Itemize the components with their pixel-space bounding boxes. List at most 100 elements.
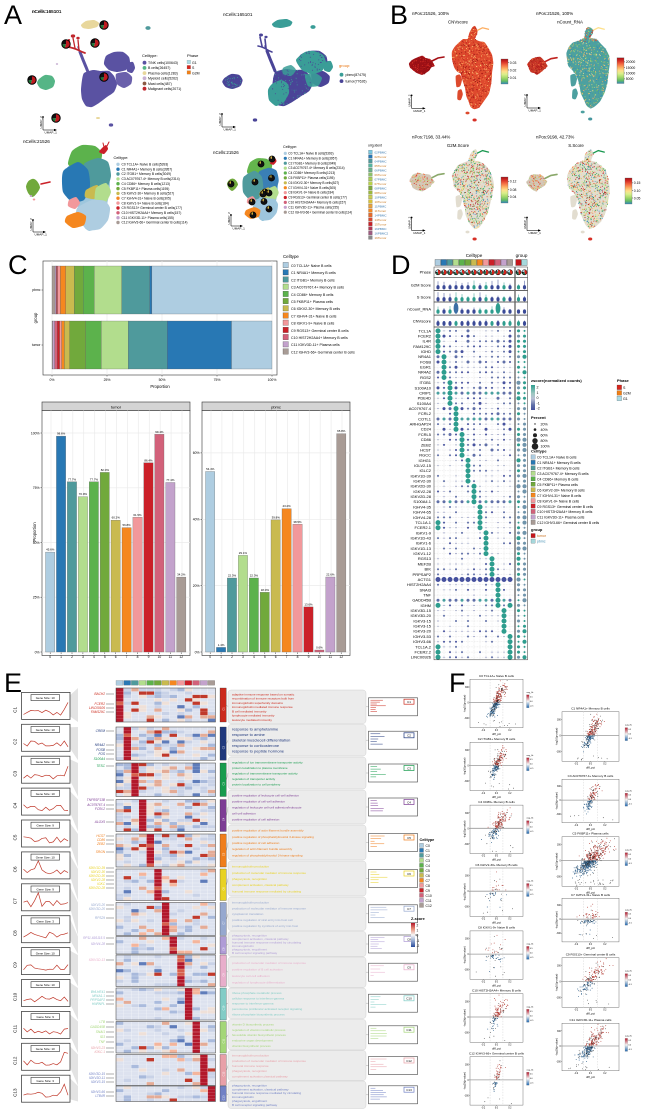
svg-text:-log10(p-value): -log10(p-value) bbox=[555, 853, 559, 871]
svg-text:C6: C6 bbox=[407, 872, 411, 876]
svg-text:-log10(p-value): -log10(p-value) bbox=[463, 758, 467, 776]
svg-text:UMAP_1: UMAP_1 bbox=[45, 131, 58, 135]
svg-text:Gene Size: 10: Gene Size: 10 bbox=[36, 856, 55, 860]
svg-text:UMAP_1: UMAP_1 bbox=[529, 231, 542, 235]
svg-text:C6 IGKV2-30+ Memory B cells: C6 IGKV2-30+ Memory B cells bbox=[537, 488, 585, 492]
svg-text:77.7%: 77.7% bbox=[90, 477, 99, 481]
svg-text:CNVscore: CNVscore bbox=[448, 20, 469, 25]
svg-text:07PBMC: 07PBMC bbox=[375, 178, 388, 182]
svg-text:0.02: 0.02 bbox=[510, 68, 517, 72]
svg-text:C4: C4 bbox=[426, 864, 430, 868]
svg-text:ZEB2: ZEB2 bbox=[96, 842, 105, 846]
svg-text:ID3: ID3 bbox=[100, 1035, 105, 1039]
svg-text:75%: 75% bbox=[33, 486, 40, 490]
svg-text:C1: C1 bbox=[426, 849, 430, 853]
svg-text:avg_lfc: avg_lfc bbox=[527, 818, 535, 820]
svg-text:diff_pct: diff_pct bbox=[586, 766, 595, 770]
svg-text:SRGN: SRGN bbox=[96, 850, 106, 854]
svg-text:C6: C6 bbox=[222, 887, 226, 891]
svg-text:protein localization to cell p: protein localization to cell periphery bbox=[232, 783, 281, 787]
svg-text:0.03: 0.03 bbox=[510, 61, 517, 65]
svg-text:G2M: G2M bbox=[623, 391, 631, 395]
svg-text:Celltype:: Celltype: bbox=[283, 145, 297, 149]
svg-text:B cells(26457): B cells(26457) bbox=[148, 66, 170, 70]
svg-text:10PBMC: 10PBMC bbox=[375, 196, 388, 200]
svg-text:T/NK cells(100643): T/NK cells(100643) bbox=[148, 61, 178, 65]
svg-text:1: 1 bbox=[220, 655, 222, 659]
svg-text:C0 TCL1A+ Naive B cells: C0 TCL1A+ Naive B cells bbox=[291, 264, 332, 268]
svg-text:C9 RGS13+ Germinal center B ce: C9 RGS13+ Germinal center B cells bbox=[291, 329, 349, 333]
svg-text:peroxisome proliferator activa: peroxisome proliferator activated recept… bbox=[232, 1007, 302, 1011]
svg-text:Plasma cells(1283): Plasma cells(1283) bbox=[148, 71, 178, 75]
svg-text:Gene Size: 9: Gene Size: 9 bbox=[37, 824, 55, 828]
svg-text:phagocytosis, recognition: phagocytosis, recognition bbox=[232, 1069, 267, 1073]
svg-text:C11 IGKV3D-11+ Plasma cells: C11 IGKV3D-11+ Plasma cells bbox=[291, 343, 340, 347]
svg-text:E: E bbox=[4, 668, 22, 698]
svg-text:C7: C7 bbox=[407, 907, 411, 911]
svg-text:1: 1 bbox=[60, 655, 62, 659]
svg-text:C12 IGHV3-66+ Germinal center: C12 IGHV3-66+ Germinal center B cells bbox=[291, 350, 355, 354]
svg-text:C6 IGKV2-30+ Memory B cells: C6 IGKV2-30+ Memory B cells bbox=[475, 863, 518, 867]
svg-text:Gene Size: 10: Gene Size: 10 bbox=[36, 951, 55, 955]
svg-text:positive regulation of cell ad: positive regulation of cell adhesion bbox=[232, 841, 280, 845]
svg-text:1.4%: 1.4% bbox=[218, 643, 225, 647]
svg-text:-300: -300 bbox=[556, 1061, 561, 1063]
svg-text:-300: -300 bbox=[464, 844, 469, 846]
svg-text:TNF: TNF bbox=[99, 1040, 106, 1044]
svg-text:C4 CD86+ Memory B cells: C4 CD86+ Memory B cells bbox=[291, 293, 334, 297]
svg-text:C4 CD86+ Memory B cells: C4 CD86+ Memory B cells bbox=[478, 800, 515, 804]
svg-text:-log10(p-value): -log10(p-value) bbox=[463, 1072, 467, 1090]
svg-text:group: group bbox=[531, 527, 543, 532]
svg-text:0: 0 bbox=[209, 655, 211, 659]
svg-text:C10 HIST2H2AA4+ Memory B cells: C10 HIST2H2AA4+ Memory B cells(157) bbox=[288, 201, 346, 205]
svg-text:diff_pct: diff_pct bbox=[492, 732, 501, 736]
svg-text:C2 ITGB1+ Memory B cells: C2 ITGB1+ Memory B cells bbox=[291, 278, 335, 282]
svg-text:10: 10 bbox=[158, 655, 162, 659]
svg-text:22.6%: 22.6% bbox=[326, 573, 335, 577]
svg-text:diff_pct: diff_pct bbox=[586, 1012, 595, 1016]
svg-text:LTB4R: LTB4R bbox=[95, 1094, 105, 1098]
svg-text:C3 AC079767.4+ Memory B cells: C3 AC079767.4+ Memory B cells bbox=[291, 286, 344, 290]
svg-text:production of molecular mediat: production of molecular mediator of immu… bbox=[232, 871, 306, 875]
svg-text:C2: C2 bbox=[407, 734, 411, 738]
svg-text:40%: 40% bbox=[541, 428, 549, 432]
svg-text:G2M: G2M bbox=[192, 71, 200, 75]
svg-text:C0 TCL1A+ Naive B cells(5393): C0 TCL1A+ Naive B cells(5393) bbox=[122, 163, 169, 167]
svg-text:C3: C3 bbox=[426, 859, 430, 863]
svg-text:UMAP_1: UMAP_1 bbox=[233, 227, 246, 231]
svg-text:C10 HIST2H2AA4+ Memory B cells: C10 HIST2H2AA4+ Memory B cells(157) bbox=[122, 211, 182, 215]
svg-text:group:: group: bbox=[339, 63, 350, 68]
svg-text:cellular response to interfero: cellular response to interferon-gamma bbox=[232, 996, 284, 1000]
svg-text:orig.ident: orig.ident bbox=[368, 144, 382, 148]
svg-text:nPos:7198, 33.44%: nPos:7198, 33.44% bbox=[412, 135, 450, 140]
svg-text:39.8%: 39.8% bbox=[272, 515, 281, 519]
svg-text:B cell receptor signaling path: B cell receptor signaling pathway bbox=[232, 951, 278, 955]
svg-text:C2 ITGB1+ Memory B cells(3049): C2 ITGB1+ Memory B cells(3049) bbox=[288, 161, 336, 165]
svg-text:-log10(p-value): -log10(p-value) bbox=[463, 883, 467, 901]
svg-text:54.4%: 54.4% bbox=[206, 467, 215, 471]
svg-text:C8 IGKV1-9+ Naive B cells(184): C8 IGKV1-9+ Naive B cells(184) bbox=[288, 191, 334, 195]
svg-text:02PBMC: 02PBMC bbox=[375, 151, 388, 155]
svg-text:0%: 0% bbox=[35, 650, 40, 654]
svg-text:LINC00926: LINC00926 bbox=[411, 655, 432, 660]
svg-text:25%: 25% bbox=[104, 378, 111, 382]
svg-text:C7 IGHV4-31+ Naive B cells: C7 IGHV4-31+ Naive B cells bbox=[291, 314, 337, 318]
svg-text:8: 8 bbox=[297, 655, 299, 659]
svg-text:positive regulation of leukocy: positive regulation of leukocyte cell-ce… bbox=[232, 794, 299, 798]
svg-text:Gene Size: 10: Gene Size: 10 bbox=[36, 983, 55, 987]
svg-text:UMAP_2: UMAP_2 bbox=[407, 216, 411, 229]
svg-text:pbmc: pbmc bbox=[271, 404, 281, 409]
svg-text:regulation of vitamin metaboli: regulation of vitamin metabolic process bbox=[232, 1028, 286, 1032]
svg-text:2: 2 bbox=[417, 924, 419, 928]
svg-text:avg_lfc: avg_lfc bbox=[527, 944, 535, 946]
svg-text:B cell receptor signaling path: B cell receptor signaling pathway bbox=[232, 1103, 278, 1107]
svg-text:Celltype:: Celltype: bbox=[114, 156, 129, 160]
svg-text:pbmc: pbmc bbox=[537, 540, 546, 544]
svg-text:Gene Size: 10: Gene Size: 10 bbox=[36, 760, 55, 764]
svg-text:C: C bbox=[8, 250, 28, 280]
svg-text:RP11-693J15.5: RP11-693J15.5 bbox=[83, 936, 105, 940]
svg-text:C1 NR4A1+ Memory B cells: C1 NR4A1+ Memory B cells bbox=[291, 271, 336, 275]
svg-text:70.9%: 70.9% bbox=[79, 492, 88, 496]
svg-text:50%: 50% bbox=[159, 378, 166, 382]
svg-text:C3: C3 bbox=[222, 782, 226, 786]
